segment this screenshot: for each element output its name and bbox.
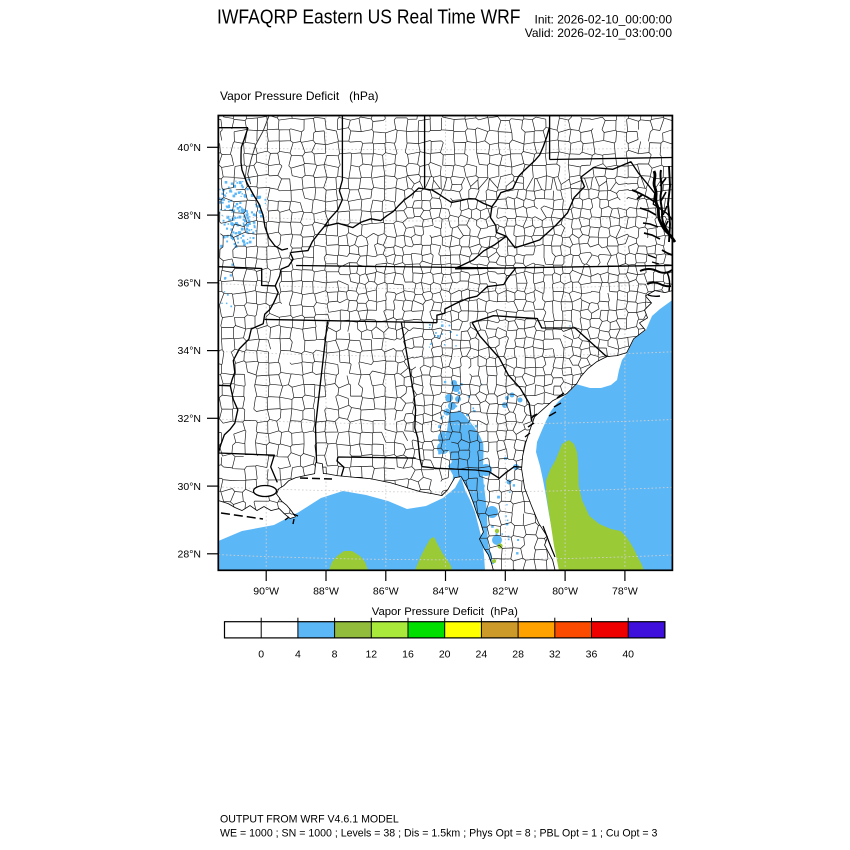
svg-text:28: 28 [512,649,524,661]
svg-text:IWFAQRP Eastern US Real Time W: IWFAQRP Eastern US Real Time WRF [217,6,521,28]
svg-text:82°W: 82°W [492,586,518,598]
svg-text:4: 4 [295,649,301,661]
svg-text:WE = 1000 ; SN = 1000 ; Levels: WE = 1000 ; SN = 1000 ; Levels = 38 ; Di… [220,828,658,840]
svg-text:20: 20 [439,649,451,661]
svg-text:OUTPUT FROM WRF V4.6.1 MODEL: OUTPUT FROM WRF V4.6.1 MODEL [220,814,399,826]
svg-text:12: 12 [365,649,377,661]
svg-text:36: 36 [586,649,598,661]
svg-text:Vapor Pressure Deficit (hPa): Vapor Pressure Deficit (hPa) [220,89,379,103]
svg-text:40: 40 [622,649,634,661]
svg-text:32: 32 [549,649,561,661]
svg-text:34°N: 34°N [178,345,201,357]
svg-text:24: 24 [476,649,488,661]
svg-text:86°W: 86°W [373,586,399,598]
svg-text:32°N: 32°N [178,413,201,425]
svg-text:30°N: 30°N [178,481,201,493]
svg-text:38°N: 38°N [178,210,201,222]
svg-text:28°N: 28°N [178,549,201,561]
svg-text:78°W: 78°W [612,586,638,598]
svg-text:0: 0 [258,649,264,661]
svg-text:Init: 2026-02-10_00:00:00: Init: 2026-02-10_00:00:00 [535,12,673,26]
svg-text:40°N: 40°N [178,142,201,154]
svg-text:80°W: 80°W [552,586,578,598]
svg-text:Valid: 2026-02-10_03:00:00: Valid: 2026-02-10_03:00:00 [525,26,673,40]
svg-text:36°N: 36°N [178,278,201,290]
svg-text:16: 16 [402,649,414,661]
svg-text:8: 8 [332,649,338,661]
svg-text:90°W: 90°W [253,586,279,598]
svg-text:Vapor Pressure Deficit (hPa): Vapor Pressure Deficit (hPa) [372,606,518,618]
svg-text:88°W: 88°W [313,586,339,598]
svg-text:84°W: 84°W [433,586,459,598]
